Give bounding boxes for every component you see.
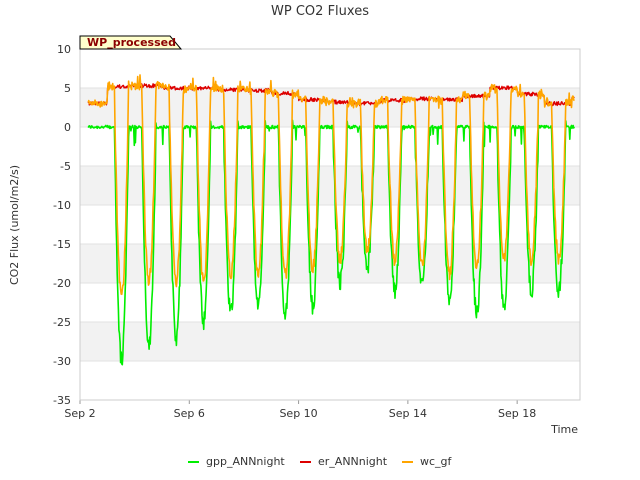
legend-label-wc: wc_gf: [420, 455, 453, 468]
processed-badge: WP_processed: [79, 35, 183, 50]
y-tick-label: -25: [53, 316, 71, 329]
chart-title: WP CO2 Fluxes: [271, 4, 369, 19]
y-tick-label: 0: [64, 121, 71, 134]
y-tick-label: -30: [53, 355, 71, 368]
x-axis: Sep 2 Sep 6 Sep 10 Sep 14 Sep 18: [64, 400, 536, 420]
y-tick-label: 10: [57, 43, 71, 56]
y-tick-label: -15: [53, 238, 71, 251]
y-tick-label: -10: [53, 199, 71, 212]
processed-badge-text: WP_processed: [87, 36, 176, 49]
x-tick-label: Sep 10: [279, 407, 317, 420]
y-tick-label: -35: [53, 394, 71, 407]
legend: gpp_ANNnight er_ANNnight wc_gf: [188, 455, 453, 468]
y-tick-label: 5: [64, 82, 71, 95]
x-tick-label: Sep 14: [389, 407, 427, 420]
plot-band: [80, 322, 580, 361]
y-tick-label: -20: [53, 277, 71, 290]
y-tick-label: -5: [60, 160, 71, 173]
y-axis: 10 5 0 -5 -10 -15 -20 -25 -30 -35: [53, 43, 71, 407]
plot-band: [80, 166, 580, 205]
x-axis-title: Time: [550, 423, 578, 436]
plot-band: [80, 244, 580, 283]
x-tick-label: Sep 2: [64, 407, 95, 420]
y-axis-title: CO2 Flux (umol/m2/s): [8, 165, 21, 285]
x-tick-label: Sep 6: [174, 407, 205, 420]
series-line-wc-gf: [87, 74, 575, 296]
plot-frame: [79, 48, 581, 401]
x-tick-label: Sep 18: [498, 407, 536, 420]
legend-label-er: er_ANNnight: [318, 455, 388, 468]
series-layer: [87, 74, 576, 366]
legend-label-gpp: gpp_ANNnight: [206, 455, 285, 468]
series-line-gpp-annnight: [87, 119, 576, 366]
